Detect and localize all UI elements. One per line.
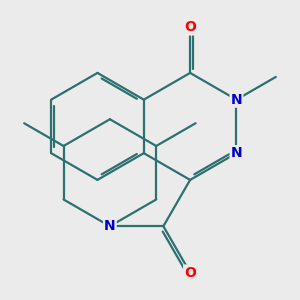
Text: N: N <box>231 93 242 107</box>
Text: N: N <box>104 219 116 233</box>
Text: O: O <box>184 20 196 34</box>
Text: N: N <box>231 146 242 160</box>
Text: O: O <box>184 266 196 280</box>
